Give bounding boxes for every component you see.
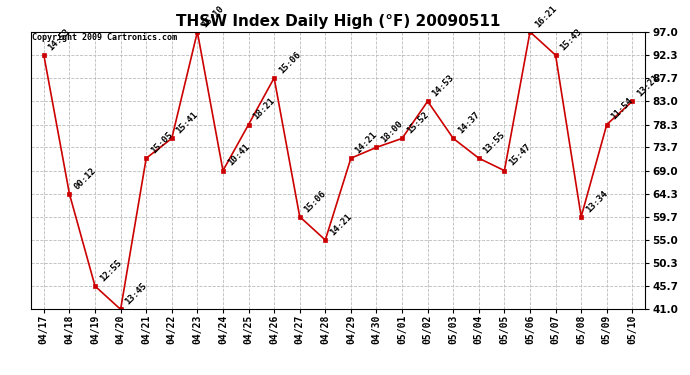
Text: 13:55: 13:55 <box>482 130 507 156</box>
Text: 10:41: 10:41 <box>226 142 251 168</box>
Text: 15:05: 15:05 <box>149 130 175 156</box>
Text: 18:21: 18:21 <box>251 96 277 122</box>
Text: 00:12: 00:12 <box>72 166 97 191</box>
Text: 11:54: 11:54 <box>609 96 635 122</box>
Text: 15:47: 15:47 <box>507 142 533 168</box>
Text: 15:52: 15:52 <box>405 110 430 136</box>
Text: 14:21: 14:21 <box>354 130 379 156</box>
Text: 12:55: 12:55 <box>98 258 123 283</box>
Text: 14:53: 14:53 <box>47 27 72 52</box>
Text: 14:53: 14:53 <box>431 73 456 99</box>
Text: 18:00: 18:00 <box>380 119 404 144</box>
Text: 15:43: 15:43 <box>558 27 584 52</box>
Text: 15:41: 15:41 <box>175 110 200 136</box>
Text: 14:21: 14:21 <box>328 212 353 237</box>
Text: Copyright 2009 Cartronics.com: Copyright 2009 Cartronics.com <box>32 33 177 42</box>
Text: 13:21: 13:21 <box>635 73 660 99</box>
Text: 13:45: 13:45 <box>124 281 149 307</box>
Text: 15:06: 15:06 <box>302 189 328 214</box>
Text: 15:10: 15:10 <box>200 4 226 29</box>
Text: 14:37: 14:37 <box>456 110 482 136</box>
Text: 16:21: 16:21 <box>533 4 558 29</box>
Title: THSW Index Daily High (°F) 20090511: THSW Index Daily High (°F) 20090511 <box>176 14 500 29</box>
Text: 15:06: 15:06 <box>277 50 302 75</box>
Text: 13:34: 13:34 <box>584 189 609 214</box>
